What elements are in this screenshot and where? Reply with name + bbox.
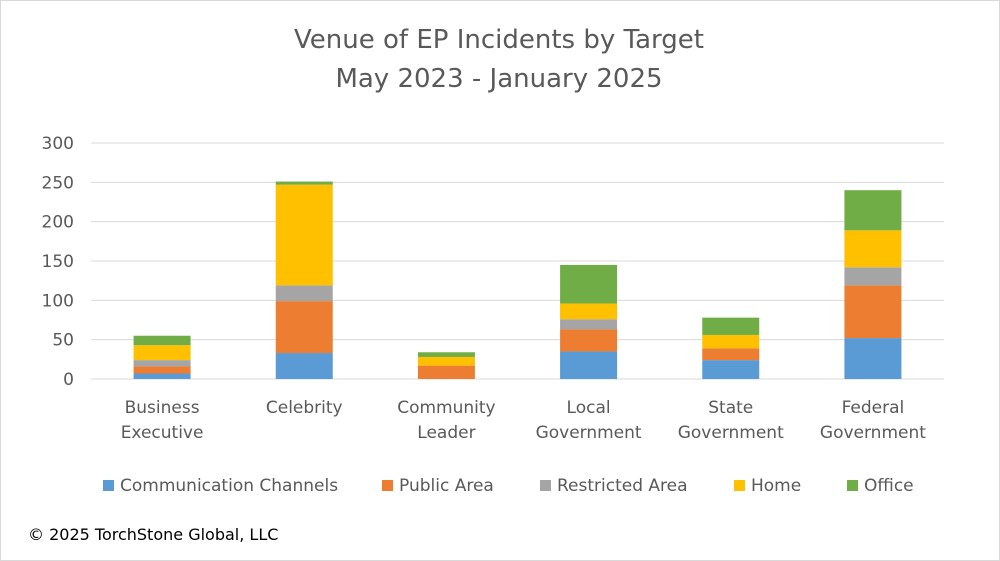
bar-segment <box>702 317 760 335</box>
bars <box>133 181 902 379</box>
x-category-label: Government <box>678 423 784 443</box>
x-category-label: State <box>708 398 753 418</box>
y-axis-ticks: 0 50 100 150 200 250 300 <box>42 134 74 390</box>
legend-label: Restricted Area <box>557 476 688 496</box>
y-tick-label: 50 <box>52 331 74 351</box>
bar-segment <box>133 335 191 346</box>
bar-segment <box>702 360 760 379</box>
bar-segment <box>844 190 902 231</box>
x-category-label: Community <box>397 398 495 418</box>
x-category-label: Business <box>125 398 200 418</box>
legend-label: Communication Channels <box>120 476 338 496</box>
bar-segment <box>844 267 902 286</box>
gridlines <box>91 142 944 380</box>
copyright-text: © 2025 TorchStone Global, LLC <box>28 525 279 544</box>
x-category-label: Local <box>567 398 611 418</box>
y-tick-label: 300 <box>42 134 74 154</box>
y-tick-label: 100 <box>42 291 74 311</box>
x-axis-categories: Business Executive Celebrity Community Leade… <box>121 398 927 443</box>
legend-label: Home <box>751 476 801 496</box>
bar-segment <box>702 334 760 349</box>
legend-swatch <box>540 480 551 491</box>
bar-segment <box>275 285 333 302</box>
legend-swatch <box>103 480 114 491</box>
x-category-label: Executive <box>121 423 204 443</box>
bar-segment <box>844 230 902 268</box>
legend-label: Public Area <box>399 476 494 496</box>
bar-segment <box>133 345 191 361</box>
bar-segment <box>417 365 475 379</box>
bar-segment <box>133 360 191 367</box>
y-tick-label: 0 <box>63 370 74 390</box>
x-category-label: Celebrity <box>266 398 343 418</box>
bar-segment <box>560 264 618 304</box>
x-category-label: Government <box>820 423 926 443</box>
bar-segment <box>275 353 333 379</box>
bar-segment <box>133 373 191 379</box>
x-category-label: Government <box>536 423 642 443</box>
legend-label: Office <box>864 476 914 496</box>
bar-segment <box>844 338 902 379</box>
legend-swatch <box>847 480 858 491</box>
bar-segment <box>560 319 618 330</box>
x-category-label: Federal <box>842 398 905 418</box>
y-tick-label: 250 <box>42 173 74 193</box>
chart-subtitle: May 2023 - January 2025 <box>335 64 662 94</box>
y-tick-label: 150 <box>42 252 74 272</box>
bar-segment <box>560 329 618 352</box>
bar-segment <box>275 181 333 185</box>
bar-segment <box>417 356 475 366</box>
bar-segment <box>844 285 902 339</box>
legend-swatch <box>734 480 745 491</box>
y-tick-label: 200 <box>42 213 74 233</box>
legend: Communication Channels Public Area Restric… <box>103 476 914 496</box>
bar-segment <box>275 184 333 286</box>
bar-segment <box>133 366 191 374</box>
legend-swatch <box>382 480 393 491</box>
bar-segment <box>275 301 333 354</box>
x-category-label: Leader <box>417 423 475 443</box>
bar-segment <box>560 351 618 379</box>
bar-segment <box>702 348 760 361</box>
chart-title: Venue of EP Incidents by Target <box>294 25 704 55</box>
bar-segment <box>560 303 618 320</box>
bar-segment <box>417 352 475 357</box>
